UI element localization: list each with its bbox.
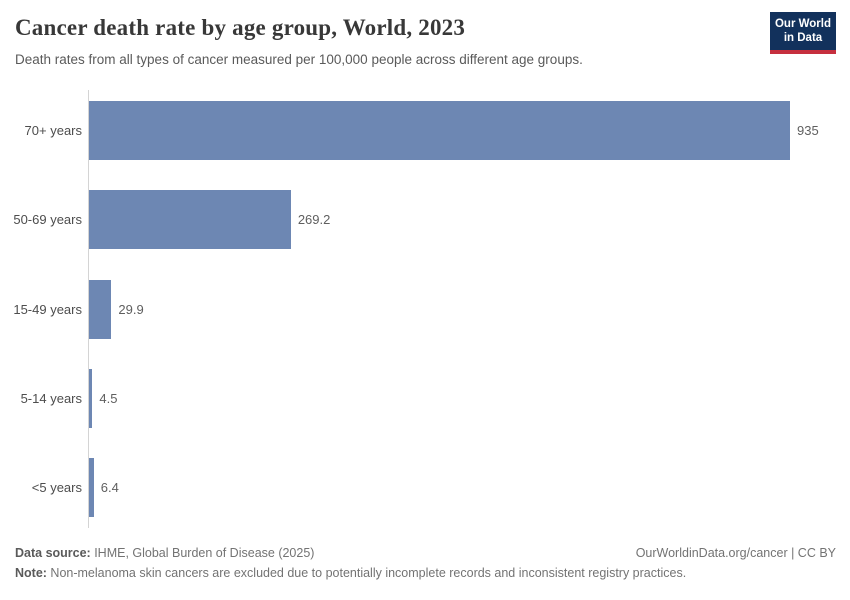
chart-header: Cancer death rate by age group, World, 2… [15,14,755,68]
category-label-2: 15-49 years [13,301,82,317]
bar-row-4: <5 years 6.4 [0,458,850,517]
chart-title: Cancer death rate by age group, World, 2… [15,15,466,40]
bar-2[interactable] [89,279,112,339]
bar-row-2: 15-49 years 29.9 [0,279,850,339]
footer-line-note: Note: Non-melanoma skin cancers are excl… [15,566,836,580]
note-value: Non-melanoma skin cancers are excluded d… [46,566,687,580]
value-label-0: 935 [797,123,819,138]
bar-row-0: 70+ years 935 [0,101,850,160]
category-label-4: <5 years [31,480,82,495]
chart-subtitle: Death rates from all types of cancer mea… [15,51,583,67]
value-label-4: 6.4 [100,480,119,495]
owid-logo-text-line2: in Data [783,32,823,45]
y-axis-line [88,90,89,528]
bar-row-1: 50-69 years 269.2 [0,190,850,250]
chart-footer: Data source: IHME, Global Burden of Dise… [15,546,836,580]
bar-chart: 70+ years 935 50-69 years 269.2 15-49 years 2… [0,90,850,528]
value-label-3: 4.5 [99,390,118,406]
bar-0[interactable] [89,101,790,160]
owid-license-link[interactable]: OurWorldinData.org/cancer | CC BY [635,546,836,560]
owid-logo[interactable]: Our World in Data [770,12,836,54]
datasource-label: Data source: [15,546,91,560]
value-label-2: 29.9 [118,301,144,317]
owid-logo-text-line1: Our World [774,18,831,30]
bar-row-3: 5-14 years 4.5 [0,368,850,428]
value-label-1: 269.2 [297,212,331,228]
category-label-1: 50-69 years [13,212,82,228]
note-label: Note: [15,566,47,580]
footer-line-datasource: Data source: IHME, Global Burden of Dise… [15,546,836,560]
datasource-text: Data source: IHME, Global Burden of Dise… [15,546,314,560]
category-label-0: 70+ years [24,123,82,138]
bar-3[interactable] [89,368,93,428]
bar-4[interactable] [89,458,94,517]
datasource-value: IHME, Global Burden of Disease (2025) [90,546,315,560]
bar-1[interactable] [89,190,291,250]
category-label-3: 5-14 years [20,390,82,406]
